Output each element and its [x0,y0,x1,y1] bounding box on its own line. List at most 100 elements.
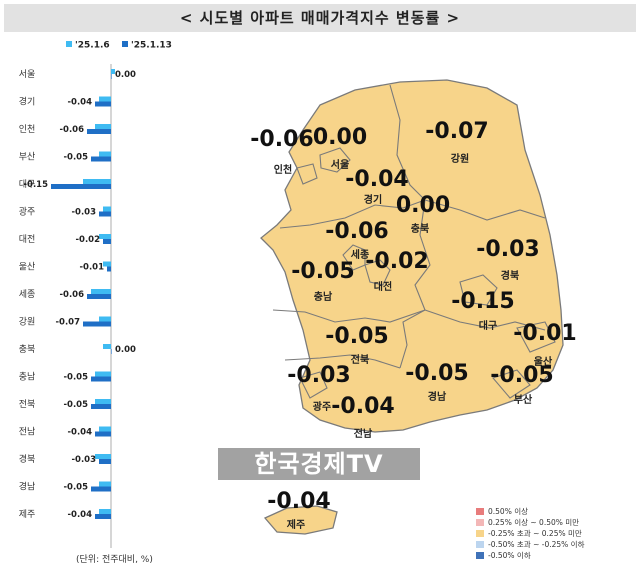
map-value-label: -0.01 [513,321,576,346]
data-label: -0.04 [68,98,93,108]
legend-row-4: -0.50% 초과 ~ -0.25% 이하 [476,539,636,550]
map-region-label: 세종 [351,248,369,261]
border-incheon [296,163,318,185]
bar [91,156,111,162]
bar [111,349,112,354]
bar [95,431,111,437]
border-seoul [319,147,351,173]
category-label: 광주 [19,206,36,218]
bar [95,399,111,404]
bar [99,96,111,102]
data-label: -0.04 [68,428,93,438]
bar [99,481,111,487]
map-region-label: 경북 [501,269,519,282]
data-label: -0.05 [64,153,89,163]
map-region-label: 강원 [451,152,469,165]
data-label: -0.01 [80,263,105,273]
map-region-label: 울산 [534,355,553,368]
map-value-label: -0.15 [451,289,514,314]
data-label: -0.15 [24,180,49,190]
legend-swatch-3 [476,530,484,537]
bar [99,151,111,157]
bar [91,404,111,409]
bar [103,344,111,349]
legend-row-5: -0.50% 이하 [476,550,636,561]
category-label: 경북 [19,453,36,465]
map-value-label: -0.04 [267,489,330,514]
legend-row-1: 0.50% 이상 [476,506,636,517]
map-value-label: -0.03 [476,237,539,262]
category-label: 인천 [19,124,36,135]
map-value-label: -0.04 [331,394,394,419]
category-label: 서울 [19,69,36,80]
data-label: -0.06 [60,290,85,300]
map-region-label: 서울 [331,158,349,171]
bar [91,486,111,492]
legend-label-2: 0.25% 이상 ~ 0.50% 미만 [488,518,580,527]
bar [111,74,112,79]
unit-note: (단위: 전주대비, %) [76,555,153,565]
legend-label-2: '25.1.13 [131,41,172,51]
bar [91,289,111,294]
border-sejong [342,244,366,271]
bar [99,459,111,464]
data-label: -0.06 [60,125,85,135]
bar [95,101,111,107]
map-region-label: 대구 [479,319,497,332]
border-gyeonggi-south [279,199,426,229]
bar-chart: '25.1.6 '25.1.13 서울 0.00 경기 -0.04 인천 -0.06 부산 -0.… [19,41,172,548]
legend-row-3: -0.25% 초과 ~ 0.25% 미만 [476,528,636,539]
border-daegu [459,274,498,306]
data-label: -0.02 [76,235,101,245]
bar [99,234,111,239]
data-label: -0.05 [64,400,89,410]
bar [99,509,111,514]
title-bar: < 시도별 아파트 매매가격지수 변동률 > [4,4,636,32]
map-value-label: -0.05 [405,361,468,386]
bar [99,316,111,322]
bar [103,261,111,267]
map-region-label: 제주 [287,518,305,531]
map-value-label: -0.02 [365,249,428,274]
map-region-label: 전남 [354,427,373,440]
map-value-label: -0.05 [325,324,388,349]
map-value-label: 0.00 [313,125,367,150]
bar [51,184,111,189]
map-region-label: 광주 [313,401,331,413]
map-mainland [260,79,564,433]
border-busan [492,369,531,399]
bar [99,426,111,432]
data-label: -0.05 [64,483,89,493]
bar [95,124,111,129]
legend-swatch-5 [476,552,484,559]
category-label: 충북 [19,344,36,355]
map-region-label: 인천 [274,163,292,176]
map-value-label: -0.05 [291,259,354,284]
broadcaster-watermark: 한국경제TV [218,448,420,480]
map-value-label: 0.00 [396,193,450,218]
map-region-label: 전북 [351,353,369,366]
bar [107,266,111,272]
category-label: 세종 [19,289,36,300]
map-region-label: 부산 [514,393,533,406]
map-value-label: -0.03 [287,363,350,388]
map-value-label: -0.06 [250,127,313,152]
map-jeju [263,505,338,535]
category-label: 대전 [19,234,36,245]
category-label: 경남 [19,481,36,493]
bar [95,454,111,459]
legend-swatch-1 [476,508,484,515]
bar [103,206,111,212]
bar [83,179,111,184]
legend-label-4: -0.50% 초과 ~ -0.25% 이하 [488,540,585,549]
bar [83,321,111,327]
legend-label-5: -0.50% 이하 [488,551,531,560]
category-label: 충남 [19,372,36,383]
bar [103,239,111,244]
legend-swatch-2 [476,519,484,526]
category-label: 전남 [19,427,36,438]
legend-label-1: '25.1.6 [75,41,110,51]
map-region-label: 경남 [428,390,447,403]
data-label: 0.00 [115,345,136,355]
legend-label-3: -0.25% 초과 ~ 0.25% 미만 [488,529,582,538]
